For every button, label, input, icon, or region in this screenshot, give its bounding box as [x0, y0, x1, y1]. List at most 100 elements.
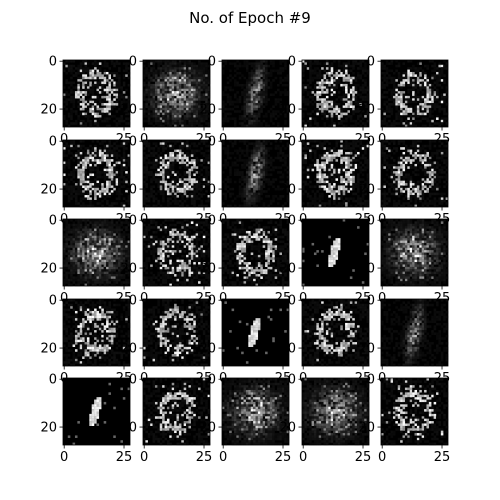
- image-pixel: [323, 76, 327, 80]
- image-pixel: [224, 185, 227, 188]
- image-pixel: [316, 171, 319, 174]
- image-pixel: [407, 117, 410, 120]
- image-pixel: [145, 115, 148, 118]
- image-pixel: [352, 159, 355, 162]
- image-pixel: [409, 192, 413, 196]
- image-pixel: [272, 110, 275, 113]
- image-pixel: [402, 163, 406, 167]
- image-pixel: [154, 171, 158, 174]
- image-pixel: [91, 100, 95, 104]
- image-pixel: [342, 74, 346, 77]
- image-pixel: [395, 115, 398, 118]
- image-pixel: [127, 197, 131, 200]
- image-pixel: [407, 95, 410, 99]
- image-pixel: [255, 142, 259, 145]
- image-pixel: [390, 171, 394, 174]
- image-pixel: [101, 154, 104, 157]
- image-pixel: [79, 178, 83, 181]
- image-pixel: [233, 83, 237, 87]
- image-pixel: [205, 122, 208, 125]
- image-pixel: [404, 161, 408, 165]
- image-pixel: [328, 124, 331, 128]
- image-pixel: [108, 81, 111, 85]
- image-pixel: [431, 76, 434, 80]
- image-pixel: [316, 202, 319, 205]
- image-pixel: [176, 124, 180, 128]
- image-pixel: [145, 171, 148, 174]
- image-pixel: [171, 144, 175, 148]
- image-pixel: [243, 178, 247, 181]
- image-pixel: [357, 180, 360, 184]
- image-pixel: [169, 88, 172, 92]
- image-pixel: [243, 107, 247, 111]
- image-pixel: [333, 79, 336, 82]
- image-pixel: [253, 202, 256, 205]
- image-pixel: [181, 195, 184, 198]
- image-pixel: [323, 163, 327, 167]
- image-pixel: [349, 171, 353, 174]
- image-pixel: [190, 98, 194, 101]
- image-pixel: [306, 98, 310, 101]
- image-pixel: [67, 180, 71, 184]
- image-pixel: [122, 163, 126, 167]
- image-pixel: [229, 103, 232, 106]
- image-pixel: [306, 91, 310, 94]
- image-pixel: [349, 163, 353, 167]
- image-pixel: [424, 163, 427, 167]
- image-pixel: [176, 69, 180, 73]
- image-pixel: [169, 156, 172, 160]
- image-pixel: [445, 88, 449, 92]
- image-pixel: [198, 183, 201, 186]
- image-pixel: [260, 124, 263, 128]
- image-pixel: [94, 168, 97, 172]
- image-pixel: [345, 67, 348, 70]
- image-pixel: [150, 190, 153, 193]
- image-pixel: [397, 140, 401, 143]
- image-pixel: [281, 60, 285, 63]
- image-pixel: [110, 83, 114, 87]
- image-pixel: [86, 79, 90, 82]
- image-pixel: [152, 100, 156, 104]
- image-pixel: [354, 88, 358, 92]
- image-pixel: [250, 168, 254, 172]
- image-pixel: [445, 140, 449, 143]
- image-pixel: [205, 178, 208, 181]
- image-pixel: [243, 76, 247, 80]
- image-pixel: [115, 83, 119, 87]
- image-pixel: [269, 86, 273, 89]
- image-pixel: [152, 76, 156, 80]
- image-pixel: [72, 98, 76, 101]
- image-pixel: [440, 154, 444, 157]
- image-pixel: [383, 91, 386, 94]
- image-pixel: [233, 64, 237, 68]
- image-pixel: [414, 173, 418, 177]
- image-pixel: [359, 161, 362, 165]
- image-pixel: [174, 124, 177, 128]
- image-pixel: [342, 112, 346, 116]
- image-pixel: [162, 81, 165, 85]
- image-pixel: [157, 115, 160, 118]
- image-pixel: [253, 192, 256, 196]
- image-pixel: [115, 171, 119, 174]
- image-pixel: [150, 86, 153, 89]
- image-pixel: [253, 124, 256, 128]
- image-pixel: [428, 88, 432, 92]
- image-pixel: [385, 115, 389, 118]
- image-pixel: [190, 81, 194, 85]
- image-pixel: [108, 110, 111, 113]
- image-pixel: [424, 173, 427, 177]
- image-pixel: [328, 185, 331, 188]
- image-pixel: [407, 190, 410, 193]
- image-pixel: [383, 117, 386, 120]
- image-pixel: [198, 79, 201, 82]
- image-pixel: [176, 122, 180, 125]
- image-pixel: [404, 124, 408, 128]
- image-pixel: [426, 67, 429, 70]
- image-pixel: [260, 168, 263, 172]
- image-pixel: [108, 100, 111, 104]
- image-pixel: [195, 156, 199, 160]
- image-pixel: [347, 69, 350, 73]
- image-pixel: [265, 168, 268, 172]
- image-pixel: [400, 156, 403, 160]
- image-pixel: [361, 95, 365, 99]
